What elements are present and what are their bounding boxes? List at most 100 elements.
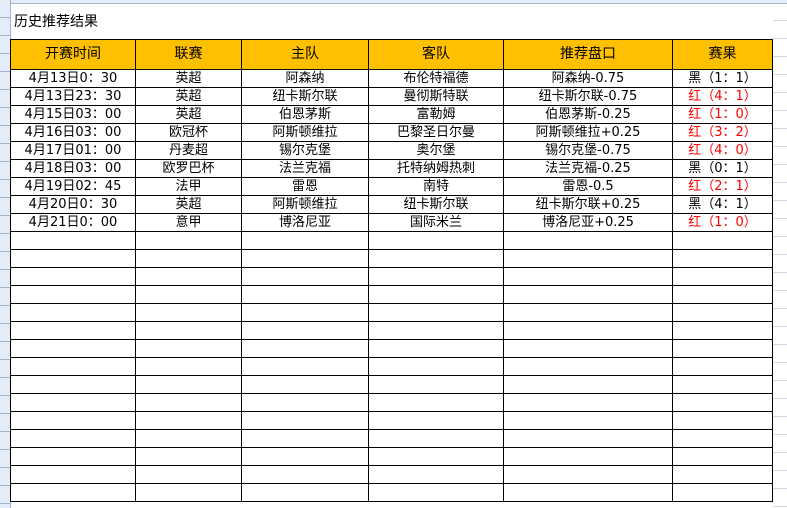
empty-cell[interactable]: [672, 429, 773, 448]
empty-cell[interactable]: [241, 285, 369, 304]
column-header[interactable]: 联赛: [135, 39, 242, 70]
cell-league[interactable]: 欧罗巴杯: [135, 159, 242, 178]
cell-pick[interactable]: 博洛尼亚+0.25: [503, 213, 673, 232]
empty-cell[interactable]: [503, 447, 673, 466]
empty-cell[interactable]: [10, 357, 136, 376]
empty-cell[interactable]: [135, 321, 242, 340]
empty-cell[interactable]: [672, 249, 773, 268]
empty-cell[interactable]: [368, 429, 504, 448]
empty-cell[interactable]: [135, 339, 242, 358]
cell-pick[interactable]: 伯恩茅斯-0.25: [503, 105, 673, 124]
cell-time[interactable]: 4月18日03：00: [10, 159, 136, 178]
empty-cell[interactable]: [503, 411, 673, 430]
empty-cell[interactable]: [135, 303, 242, 322]
empty-cell[interactable]: [10, 303, 136, 322]
empty-cell[interactable]: [135, 285, 242, 304]
empty-cell[interactable]: [672, 303, 773, 322]
empty-cell[interactable]: [503, 483, 673, 502]
empty-cell[interactable]: [672, 375, 773, 394]
cell-away[interactable]: 富勒姆: [368, 105, 504, 124]
cell-pick[interactable]: 锡尔克堡-0.75: [503, 141, 673, 160]
cell-pick[interactable]: 雷恩-0.5: [503, 177, 673, 196]
empty-cell[interactable]: [135, 357, 242, 376]
empty-cell[interactable]: [368, 267, 504, 286]
empty-cell[interactable]: [368, 231, 504, 250]
empty-cell[interactable]: [241, 483, 369, 502]
empty-cell[interactable]: [241, 231, 369, 250]
empty-cell[interactable]: [368, 375, 504, 394]
empty-cell[interactable]: [135, 267, 242, 286]
empty-cell[interactable]: [672, 447, 773, 466]
cell-away[interactable]: 南特: [368, 177, 504, 196]
cell-league[interactable]: 丹麦超: [135, 141, 242, 160]
empty-cell[interactable]: [503, 285, 673, 304]
empty-cell[interactable]: [368, 483, 504, 502]
cell-pick[interactable]: 纽卡斯尔联+0.25: [503, 195, 673, 214]
cell-result[interactable]: 红（4：1）: [672, 87, 773, 106]
column-header[interactable]: 赛果: [672, 39, 773, 70]
cell-away[interactable]: 托特纳姆热刺: [368, 159, 504, 178]
cell-time[interactable]: 4月19日02：45: [10, 177, 136, 196]
empty-cell[interactable]: [135, 429, 242, 448]
cell-league[interactable]: 英超: [135, 69, 242, 88]
cell-pick[interactable]: 阿森纳-0.75: [503, 69, 673, 88]
empty-cell[interactable]: [135, 231, 242, 250]
column-header[interactable]: 客队: [368, 39, 504, 70]
empty-cell[interactable]: [368, 357, 504, 376]
empty-cell[interactable]: [135, 411, 242, 430]
empty-cell[interactable]: [672, 393, 773, 412]
empty-cell[interactable]: [10, 411, 136, 430]
empty-cell[interactable]: [503, 393, 673, 412]
cell-league[interactable]: 法甲: [135, 177, 242, 196]
cell-home[interactable]: 纽卡斯尔联: [241, 87, 369, 106]
cell-home[interactable]: 阿斯顿维拉: [241, 195, 369, 214]
empty-cell[interactable]: [672, 465, 773, 484]
cell-league[interactable]: 英超: [135, 87, 242, 106]
empty-cell[interactable]: [368, 321, 504, 340]
column-header[interactable]: 推荐盘口: [503, 39, 673, 70]
cell-time[interactable]: 4月15日03：00: [10, 105, 136, 124]
empty-cell[interactable]: [10, 393, 136, 412]
empty-cell[interactable]: [10, 375, 136, 394]
cell-time[interactable]: 4月20日0：30: [10, 195, 136, 214]
empty-cell[interactable]: [241, 303, 369, 322]
empty-cell[interactable]: [10, 249, 136, 268]
empty-cell[interactable]: [368, 339, 504, 358]
empty-cell[interactable]: [503, 465, 673, 484]
empty-cell[interactable]: [241, 465, 369, 484]
empty-cell[interactable]: [672, 285, 773, 304]
empty-cell[interactable]: [10, 447, 136, 466]
cell-result[interactable]: 红（2：1）: [672, 177, 773, 196]
cell-league[interactable]: 英超: [135, 195, 242, 214]
column-header[interactable]: 主队: [241, 39, 369, 70]
empty-cell[interactable]: [241, 447, 369, 466]
cell-home[interactable]: 阿森纳: [241, 69, 369, 88]
cell-away[interactable]: 巴黎圣日尔曼: [368, 123, 504, 142]
empty-cell[interactable]: [241, 393, 369, 412]
empty-cell[interactable]: [241, 411, 369, 430]
empty-cell[interactable]: [503, 339, 673, 358]
empty-cell[interactable]: [503, 249, 673, 268]
empty-cell[interactable]: [503, 357, 673, 376]
cell-away[interactable]: 国际米兰: [368, 213, 504, 232]
cell-away[interactable]: 奥尔堡: [368, 141, 504, 160]
empty-cell[interactable]: [241, 375, 369, 394]
empty-cell[interactable]: [368, 285, 504, 304]
empty-cell[interactable]: [135, 465, 242, 484]
cell-away[interactable]: 纽卡斯尔联: [368, 195, 504, 214]
cell-result[interactable]: 红（3：2）: [672, 123, 773, 142]
empty-cell[interactable]: [10, 231, 136, 250]
empty-cell[interactable]: [241, 357, 369, 376]
empty-cell[interactable]: [672, 321, 773, 340]
cell-pick[interactable]: 纽卡斯尔联-0.75: [503, 87, 673, 106]
empty-cell[interactable]: [10, 321, 136, 340]
empty-cell[interactable]: [135, 249, 242, 268]
empty-cell[interactable]: [672, 267, 773, 286]
cell-result[interactable]: 黑（4：1）: [672, 195, 773, 214]
empty-cell[interactable]: [10, 285, 136, 304]
empty-cell[interactable]: [368, 411, 504, 430]
empty-cell[interactable]: [368, 447, 504, 466]
empty-cell[interactable]: [135, 393, 242, 412]
empty-cell[interactable]: [368, 249, 504, 268]
cell-home[interactable]: 阿斯顿维拉: [241, 123, 369, 142]
